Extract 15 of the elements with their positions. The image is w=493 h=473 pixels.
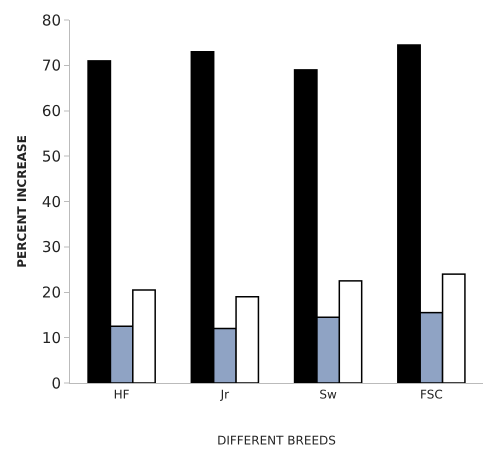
- y-tick-label: 60: [42, 102, 61, 120]
- x-tick-label: Jr: [220, 387, 230, 402]
- y-tick-label: 70: [42, 56, 61, 75]
- y-axis-title: PERCENT INCREASE: [15, 135, 30, 268]
- y-tick-label: 80: [42, 11, 61, 30]
- y-tick-label: 20: [42, 284, 61, 302]
- y-tick-label: 40: [42, 192, 61, 211]
- y-tick-label: 30: [42, 238, 61, 256]
- x-axis-title: DIFFERENT BREEDS: [217, 433, 336, 448]
- y-tick-label: 50: [42, 147, 61, 166]
- x-tick-label: Sw: [319, 387, 338, 402]
- x-tick-label: FSC: [420, 387, 443, 402]
- x-tick-label: HF: [114, 387, 130, 402]
- y-tick-label: 10: [42, 328, 61, 347]
- y-tick-label: 0: [51, 374, 61, 392]
